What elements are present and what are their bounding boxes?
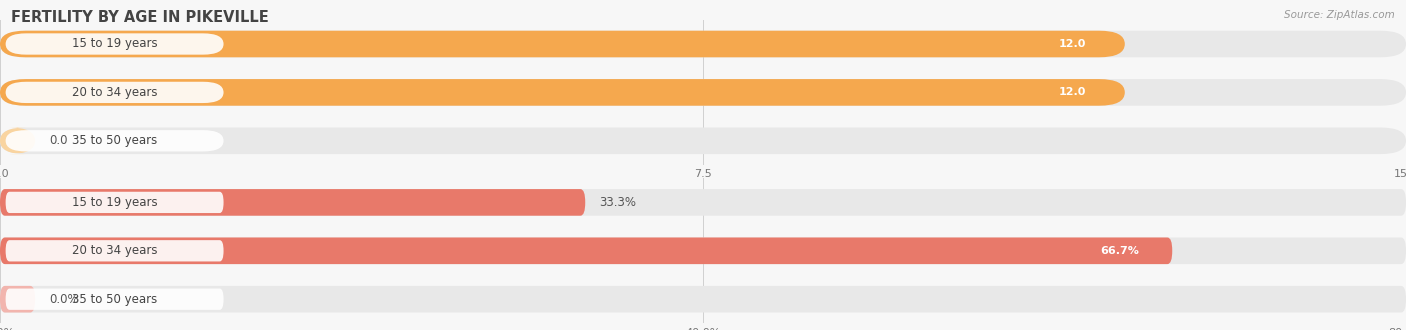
Text: 33.3%: 33.3%: [599, 196, 637, 209]
Text: 0.0%: 0.0%: [49, 293, 79, 306]
FancyBboxPatch shape: [0, 127, 1406, 154]
Text: 35 to 50 years: 35 to 50 years: [72, 134, 157, 147]
Text: 35 to 50 years: 35 to 50 years: [72, 293, 157, 306]
FancyBboxPatch shape: [6, 82, 224, 103]
FancyBboxPatch shape: [6, 192, 224, 213]
Text: Source: ZipAtlas.com: Source: ZipAtlas.com: [1284, 10, 1395, 20]
FancyBboxPatch shape: [0, 79, 1125, 106]
Text: FERTILITY BY AGE IN PIKEVILLE: FERTILITY BY AGE IN PIKEVILLE: [11, 10, 269, 25]
FancyBboxPatch shape: [0, 79, 1406, 106]
Text: 66.7%: 66.7%: [1099, 246, 1139, 256]
FancyBboxPatch shape: [0, 31, 1125, 57]
Text: 20 to 34 years: 20 to 34 years: [72, 86, 157, 99]
FancyBboxPatch shape: [0, 127, 35, 154]
FancyBboxPatch shape: [0, 238, 1173, 264]
Text: 0.0: 0.0: [49, 134, 67, 147]
FancyBboxPatch shape: [6, 33, 224, 55]
FancyBboxPatch shape: [6, 130, 224, 151]
FancyBboxPatch shape: [0, 286, 35, 313]
FancyBboxPatch shape: [0, 189, 1406, 216]
Text: 20 to 34 years: 20 to 34 years: [72, 244, 157, 257]
FancyBboxPatch shape: [1074, 241, 1166, 260]
FancyBboxPatch shape: [0, 238, 1406, 264]
FancyBboxPatch shape: [0, 286, 1406, 313]
Text: 15 to 19 years: 15 to 19 years: [72, 38, 157, 50]
FancyBboxPatch shape: [0, 31, 1406, 57]
FancyBboxPatch shape: [6, 288, 224, 310]
FancyBboxPatch shape: [1026, 83, 1118, 102]
Text: 12.0: 12.0: [1059, 39, 1085, 49]
Text: 15 to 19 years: 15 to 19 years: [72, 196, 157, 209]
Text: 12.0: 12.0: [1059, 87, 1085, 97]
FancyBboxPatch shape: [6, 240, 224, 261]
FancyBboxPatch shape: [0, 189, 585, 216]
FancyBboxPatch shape: [1026, 34, 1118, 53]
